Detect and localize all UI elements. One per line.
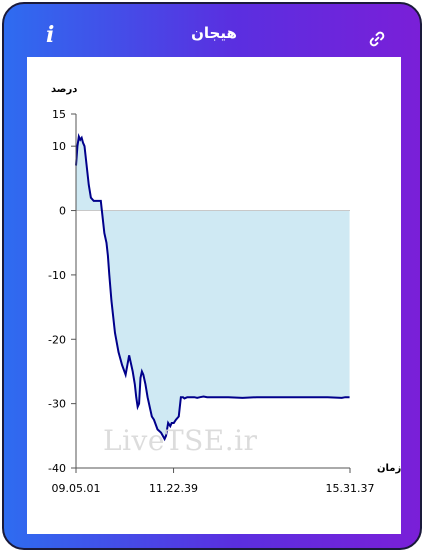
x-axis-label: زمان (377, 463, 401, 474)
x-tick-label: 11.22.39 (149, 482, 198, 495)
link-icon[interactable] (368, 30, 386, 48)
y-tick-label: -10 (48, 269, 66, 282)
emotion-chart: درصد زمان 15 10 0 -10 -20 -30 -40 09.05.01 11.22… (48, 84, 401, 495)
watermark: LiveTSE.ir (103, 424, 258, 457)
y-tick-label: 10 (52, 140, 66, 153)
area-fill (76, 136, 350, 440)
page-title: هیجان (191, 24, 237, 42)
y-tick-label: -40 (48, 462, 66, 475)
y-tick-label: 15 (52, 108, 66, 121)
y-tick-label: -20 (48, 333, 66, 346)
series-line (75, 132, 350, 442)
y-tick-label: -30 (48, 398, 66, 411)
chart-panel: درصد زمان 15 10 0 -10 -20 -30 -40 09.05.01 11.22… (27, 57, 401, 534)
x-tick-label: 15.31.37 (326, 482, 375, 495)
y-tick-label: 0 (59, 205, 66, 218)
y-axis-label: درصد (51, 84, 77, 95)
x-tick-label: 09.05.01 (52, 482, 101, 495)
info-icon[interactable]: i (46, 22, 55, 48)
